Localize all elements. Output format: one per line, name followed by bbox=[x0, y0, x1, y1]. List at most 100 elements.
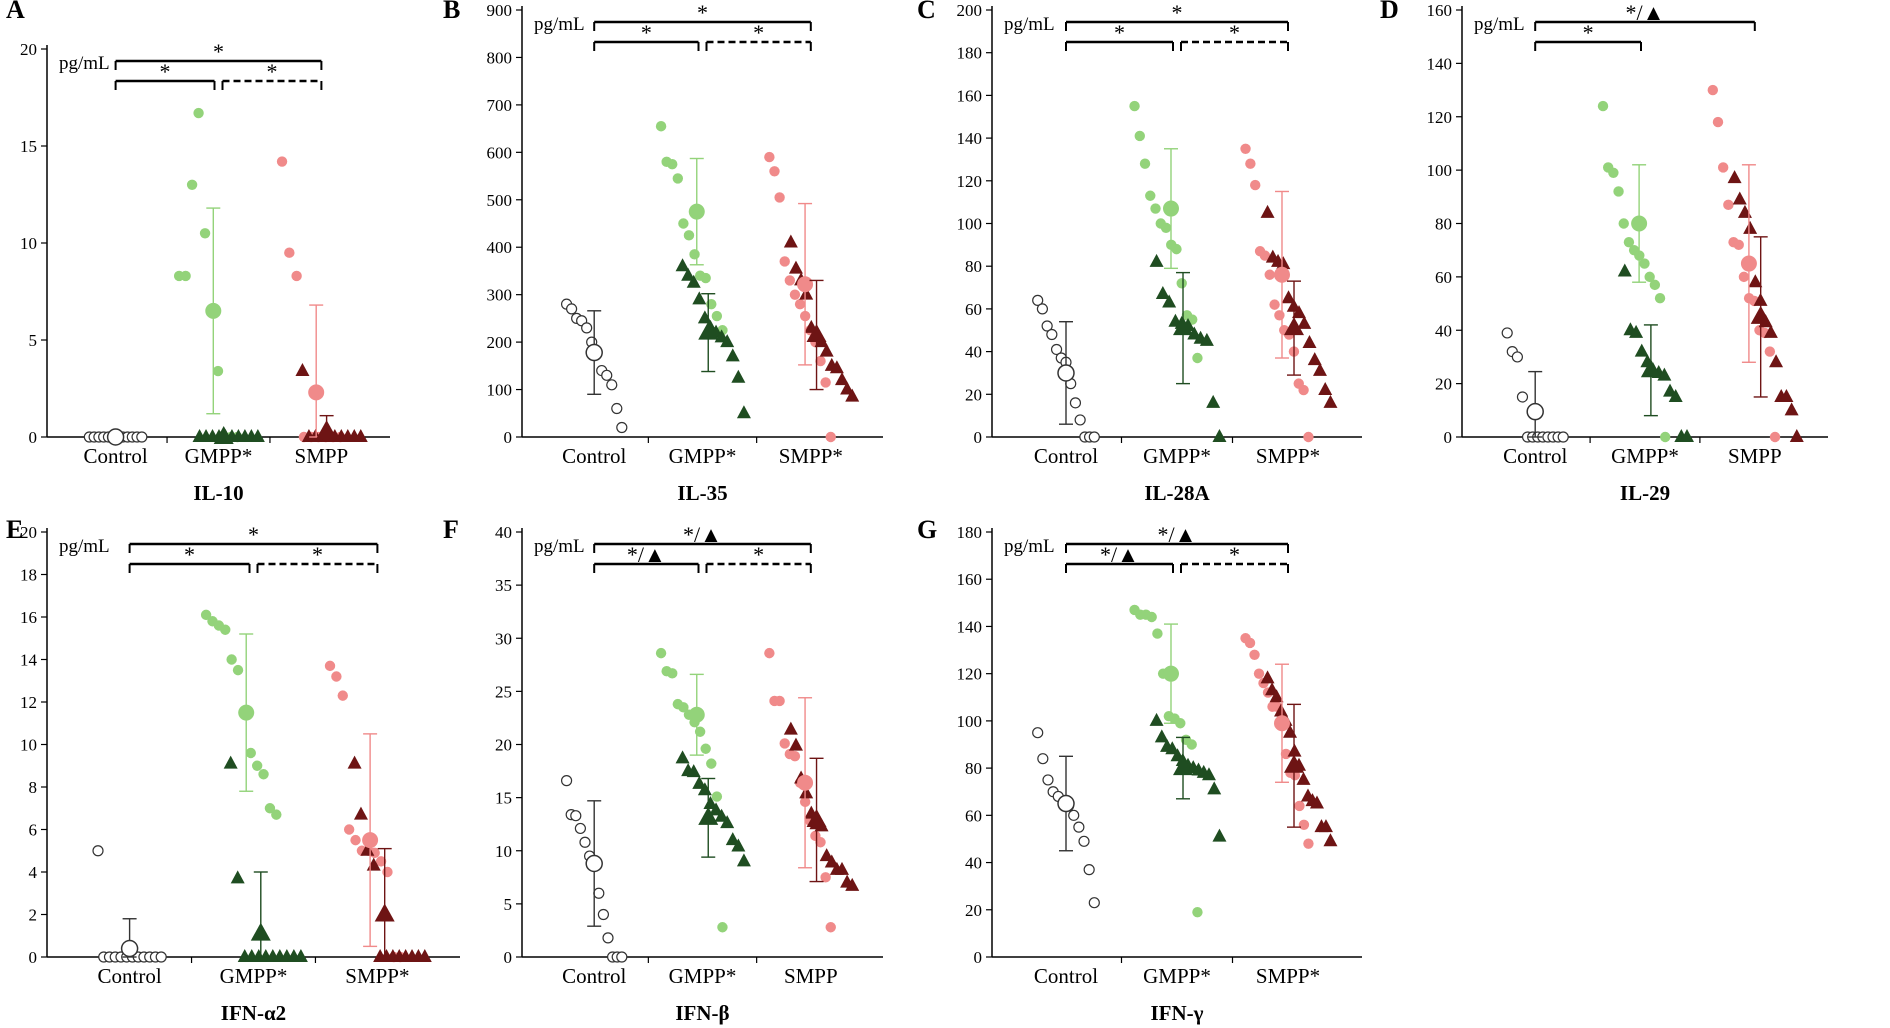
gmpp-triangle-point bbox=[1668, 388, 1683, 402]
gmpp-circle-point bbox=[200, 609, 212, 621]
category-label: SMPP* bbox=[1256, 964, 1320, 988]
gmpp-triangle-point bbox=[681, 267, 696, 281]
smpp-triangle-point bbox=[799, 785, 814, 799]
gmpp-triangle-point bbox=[1201, 767, 1216, 781]
significance-label: * bbox=[1583, 20, 1594, 45]
smpp-triangle-point bbox=[783, 721, 798, 735]
gmpp-circle-point bbox=[180, 270, 191, 282]
y-tick-label: 15 bbox=[20, 137, 37, 156]
category-label: GMPP* bbox=[185, 444, 253, 468]
smpp-circle-point bbox=[1269, 299, 1280, 310]
y-tick-label: 0 bbox=[29, 428, 38, 447]
significance-label: * bbox=[160, 59, 171, 84]
gmpp-circle-mean bbox=[1162, 665, 1179, 682]
smpp-circle-point bbox=[815, 355, 826, 367]
panel-f: F 0 5 10 15 20 25 30 35 40 pg/mL Control GMPP* SMPP IF… bbox=[443, 515, 883, 1025]
gmpp-triangle-point bbox=[230, 870, 245, 884]
unit-label: pg/mL bbox=[59, 536, 110, 557]
unit-label: pg/mL bbox=[1474, 14, 1525, 35]
control-point bbox=[1516, 391, 1529, 403]
smpp-circle-point bbox=[1717, 162, 1729, 173]
smpp-triangle-point bbox=[1297, 315, 1312, 329]
gmpp-circle-mean bbox=[1631, 215, 1648, 232]
gmpp-triangle-point bbox=[725, 348, 740, 362]
control-point bbox=[579, 836, 591, 848]
y-tick-label: 0 bbox=[1444, 428, 1453, 447]
smpp-circle-point bbox=[1250, 179, 1261, 191]
gmpp-circle-point bbox=[232, 664, 244, 676]
control-mean bbox=[1057, 794, 1075, 813]
gmpp-circle-point bbox=[1176, 278, 1187, 289]
gmpp-triangle-point bbox=[692, 291, 707, 305]
smpp-circle-point bbox=[1712, 116, 1724, 128]
smpp-circle-point bbox=[820, 872, 831, 883]
y-tick-label: 200 bbox=[957, 1, 983, 20]
gmpp-circle-point bbox=[700, 272, 711, 284]
y-tick-label: 40 bbox=[1435, 321, 1452, 340]
y-tick-label: 4 bbox=[29, 863, 38, 882]
panel-letter: F bbox=[443, 515, 459, 544]
gmpp-triangle-point bbox=[1165, 741, 1180, 755]
gmpp-triangle-mean bbox=[1173, 757, 1194, 776]
y-tick-label: 900 bbox=[487, 1, 513, 20]
category-label: GMPP* bbox=[220, 964, 288, 988]
gmpp-circle-point bbox=[193, 107, 204, 119]
gmpp-circle-point bbox=[655, 121, 667, 132]
smpp-triangle-point bbox=[840, 381, 855, 395]
control-point bbox=[574, 822, 586, 835]
category-label: Control bbox=[84, 444, 148, 468]
control-mean bbox=[585, 854, 603, 873]
smpp-triangle-mean bbox=[806, 323, 827, 342]
gmpp-triangle-point bbox=[1634, 343, 1649, 357]
smpp-circle-mean bbox=[1273, 715, 1290, 732]
y-tick-label: 400 bbox=[487, 238, 513, 257]
smpp-circle-point bbox=[375, 856, 387, 867]
unit-label: pg/mL bbox=[534, 14, 585, 35]
smpp-triangle-point bbox=[1318, 382, 1333, 396]
panel-c: C 0 20 40 60 80 100 120 140 160 180 200 pg/mL Control… bbox=[917, 0, 1362, 505]
smpp-triangle-point bbox=[799, 286, 814, 300]
smpp-circle-point bbox=[1733, 239, 1744, 251]
smpp-triangle-point bbox=[1727, 170, 1742, 184]
control-mean bbox=[1526, 402, 1544, 421]
y-tick-label: 16 bbox=[20, 608, 37, 627]
y-tick-label: 160 bbox=[1427, 1, 1453, 20]
control-point bbox=[1032, 727, 1044, 739]
smpp-triangle-mean bbox=[1284, 317, 1305, 336]
significance-label: * bbox=[1229, 20, 1240, 45]
gmpp-triangle-point bbox=[714, 808, 729, 822]
y-tick-label: 35 bbox=[495, 576, 512, 595]
gmpp-circle-mean bbox=[688, 706, 705, 723]
y-tick-label: 0 bbox=[29, 948, 38, 967]
significance-label: * bbox=[753, 542, 764, 567]
category-label: Control bbox=[1034, 444, 1098, 468]
gmpp-circle-point bbox=[1654, 293, 1666, 304]
smpp-circle-mean bbox=[1740, 255, 1757, 272]
smpp-triangle-point bbox=[1784, 402, 1799, 416]
chart-title: IL-28A bbox=[1144, 481, 1210, 505]
y-tick-label: 14 bbox=[20, 651, 38, 670]
control-mean bbox=[585, 343, 603, 362]
gmpp-triangle-point bbox=[736, 405, 751, 419]
smpp-triangle-point bbox=[1732, 191, 1747, 205]
control-point bbox=[155, 951, 167, 963]
y-tick-label: 20 bbox=[965, 385, 982, 404]
control-mean bbox=[106, 428, 125, 446]
gmpp-circle-point bbox=[258, 769, 269, 780]
significance-label: * bbox=[753, 20, 764, 45]
y-tick-label: 20 bbox=[20, 40, 37, 59]
y-tick-label: 140 bbox=[957, 617, 983, 636]
gmpp-triangle-mean bbox=[698, 321, 719, 340]
control-point bbox=[566, 303, 578, 315]
gmpp-circle-point bbox=[212, 365, 224, 377]
smpp-triangle-point bbox=[1260, 670, 1275, 684]
smpp-circle-point bbox=[1303, 838, 1314, 849]
gmpp-circle-point bbox=[711, 310, 723, 322]
y-tick-label: 160 bbox=[957, 86, 983, 105]
gmpp-triangle-point bbox=[1154, 729, 1169, 743]
smpp-triangle-point bbox=[1737, 204, 1752, 218]
smpp-triangle-point bbox=[845, 388, 860, 402]
significance-label: * bbox=[184, 542, 195, 567]
smpp-circle-mean bbox=[797, 276, 814, 293]
